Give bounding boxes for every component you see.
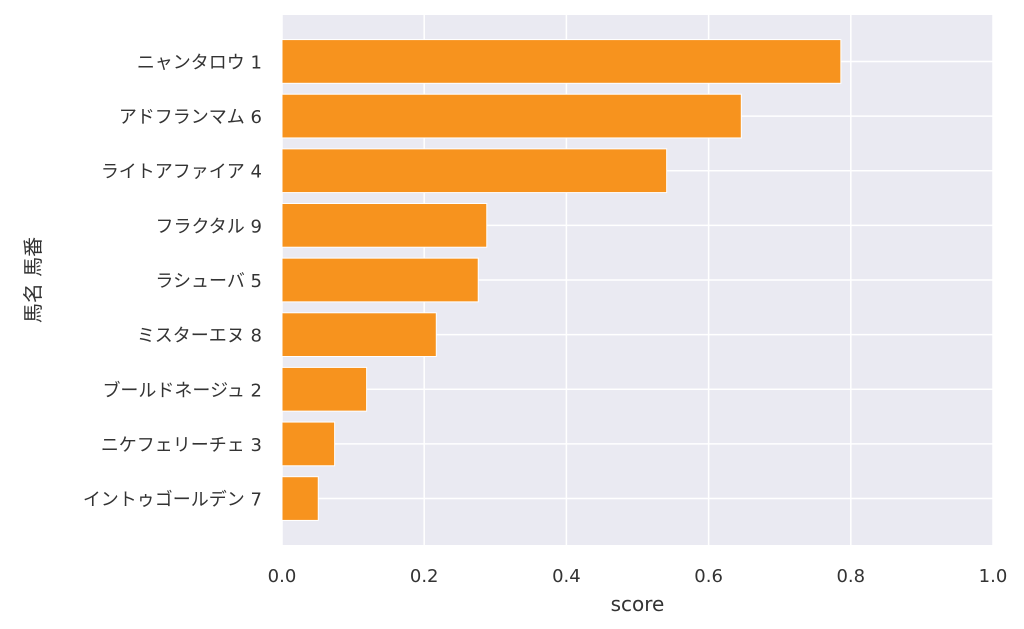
y-tick-label: ブールドネージュ 2 [102,379,262,401]
bar [281,312,437,357]
y-axis-title: 馬名 馬番 [21,237,45,323]
x-tick-label: 0.4 [552,566,581,587]
bar [281,476,319,521]
x-tick-label: 0.0 [268,566,297,587]
bar [281,366,368,412]
y-tick-label: イントゥゴールデン 7 [83,490,262,511]
bar [281,203,488,248]
x-axis-title: score [611,592,665,616]
x-tick-label: 0.2 [410,566,439,587]
y-tick-label: アドフランマム 6 [119,107,262,128]
bar [281,148,668,194]
x-tick-label: 0.6 [694,566,723,587]
bar [281,39,842,84]
y-tick-label: ライトアファイア 4 [101,162,262,183]
bar [281,93,742,139]
x-tick-label: 0.8 [836,566,865,587]
x-tick-label: 1.0 [979,566,1008,587]
y-tick-label: ラシューバ 5 [155,271,262,292]
bar [281,257,479,303]
bars [281,39,842,521]
x-tick-labels: 0.0 0.2 0.4 0.6 0.8 1.0 [268,566,1008,587]
y-tick-label: ニケフェリーチェ 3 [101,435,262,456]
y-tick-label: ニャンタロウ 1 [137,52,262,73]
bar [281,421,336,467]
y-tick-label: ミスターエヌ 8 [137,326,262,347]
y-tick-label: フラクタル 9 [156,216,262,237]
y-tick-labels: ニャンタロウ 1 アドフランマム 6 ライトアファイア 4 フラクタル 9 ラシューバ … [83,52,262,510]
